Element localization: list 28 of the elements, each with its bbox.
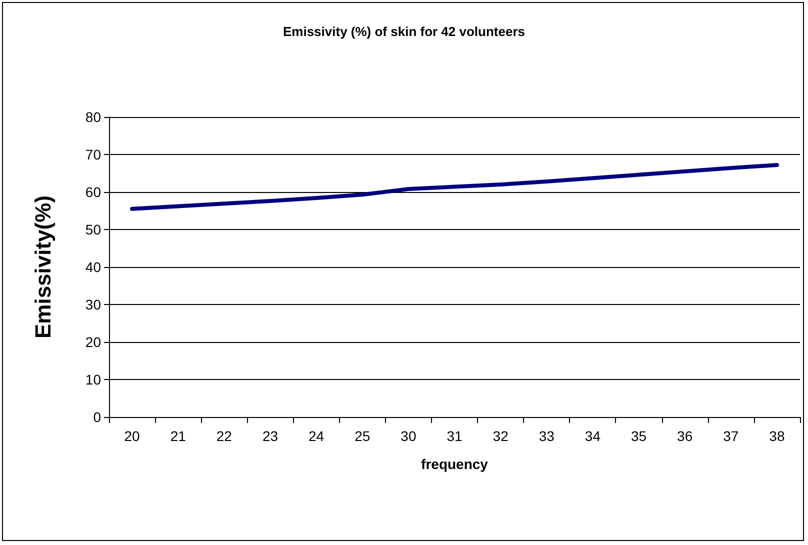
chart-title: Emissivity (%) of skin for 42 volunteers [282,24,526,39]
x-tick-label: 25 [354,428,370,444]
line-series [130,163,779,211]
x-tick-label: 35 [630,428,647,444]
x-tick-label: 34 [584,428,601,444]
x-tick-label: 32 [492,428,509,444]
y-tick-label: 20 [85,334,102,350]
x-tick-label: 20 [124,428,140,444]
y-tick-label: 0 [93,409,102,425]
x-tick-label: 36 [677,428,693,444]
x-tick-label: 33 [538,428,555,444]
x-tick-label: 23 [262,428,278,444]
y-axis-title: Emissivity(%) [30,195,56,339]
y-tick-label: 80 [85,109,102,125]
x-tick-label: 38 [769,428,785,444]
x-axis-title: frequency [421,456,488,472]
y-tick-label: 10 [85,372,102,388]
x-tick-label: 31 [446,428,462,444]
x-tick-label: 24 [308,428,324,444]
y-tick-label: 60 [85,184,102,200]
x-tick-label: 21 [170,428,186,444]
y-tick-label: 30 [85,296,102,312]
y-tick-label: 50 [85,222,102,238]
x-tick-label: 30 [400,428,416,444]
y-tick-label: 40 [85,259,102,275]
y-tick-label: 70 [85,146,102,162]
x-tick-label: 22 [216,428,232,444]
x-tick-label: 37 [723,428,739,444]
